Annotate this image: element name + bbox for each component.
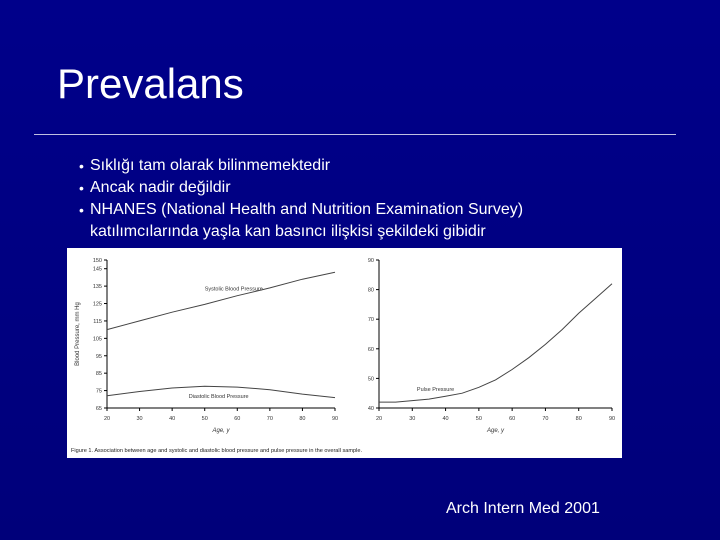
y-tick-label: 125 (93, 302, 102, 308)
x-tick-label: 90 (332, 416, 338, 422)
y-tick-label: 60 (368, 347, 374, 353)
x-tick-label: 70 (542, 416, 548, 422)
bullet-item: • Sıklığı tam olarak bilinmemektedir (76, 155, 676, 177)
slide-title: Prevalans (57, 60, 244, 107)
bullet-text: NHANES (National Health and Nutrition Ex… (90, 201, 524, 218)
y-tick-label: 145 (93, 267, 102, 273)
x-tick-label: 90 (609, 416, 615, 422)
bullet-list: • Sıklığı tam olarak bilinmemektedir • A… (76, 155, 676, 243)
y-tick-label: 75 (96, 389, 102, 395)
bullet-dot: • (79, 180, 84, 196)
x-tick-label: 70 (267, 416, 273, 422)
series-label: Pulse Pressure (417, 387, 454, 393)
y-tick-label: 95 (96, 354, 102, 360)
y-tick-label: 105 (93, 336, 102, 342)
figure-caption: Figure 1. Association between age and sy… (71, 448, 362, 454)
bullet-item: • NHANES (National Health and Nutrition … (76, 199, 676, 221)
y-tick-label: 65 (96, 406, 102, 412)
x-tick-label: 30 (137, 416, 143, 422)
series-line (106, 271, 336, 331)
bullet-dot: • (79, 202, 84, 218)
series-line (379, 283, 613, 403)
y-tick-label: 80 (368, 288, 374, 294)
x-tick-label: 60 (234, 416, 240, 422)
series-line (106, 385, 336, 399)
x-tick-label: 50 (202, 416, 208, 422)
bullet-continuation: katılımcılarında yaşla kan basıncı ilişk… (90, 223, 486, 240)
citation: Arch Intern Med 2001 (446, 500, 600, 517)
bullet-text: Sıklığı tam olarak bilinmemektedir (90, 157, 331, 174)
y-tick-label: 135 (93, 284, 102, 290)
y-tick-label: 50 (368, 376, 374, 382)
bullet-dot: • (79, 158, 84, 174)
x-axis-label: Age, y (211, 428, 230, 434)
y-axis-label: Blood Pressure, mm Hg (75, 302, 81, 366)
x-tick-label: 80 (576, 416, 582, 422)
y-tick-label: 85 (96, 371, 102, 377)
y-tick-label: 115 (93, 319, 102, 325)
x-tick-label: 40 (443, 416, 449, 422)
series-label: Systolic Blood Pressure (205, 286, 263, 292)
x-tick-label: 30 (409, 416, 415, 422)
x-tick-label: 50 (476, 416, 482, 422)
y-tick-label: 70 (368, 317, 374, 323)
figure-image: 65 75 85 95 105 115 125 135 145 150 20 30 40 50 60 70 80… (67, 248, 622, 458)
bullet-text: Ancak nadir değildir (90, 179, 231, 196)
y-tick-label: 90 (368, 258, 374, 264)
x-tick-label: 60 (509, 416, 515, 422)
x-tick-label: 40 (169, 416, 175, 422)
x-axis-label: Age, y (486, 428, 505, 434)
title-divider (34, 134, 676, 135)
figure-chart: 65 75 85 95 105 115 125 135 145 150 20 30 40 50 60 70 80… (71, 258, 615, 454)
y-tick-label: 150 (93, 258, 102, 264)
bullet-item: • Ancak nadir değildir (76, 177, 676, 199)
x-tick-label: 20 (376, 416, 382, 422)
series-label: Diastolic Blood Pressure (189, 394, 249, 400)
x-tick-label: 80 (299, 416, 305, 422)
x-tick-label: 20 (104, 416, 110, 422)
y-tick-label: 40 (368, 406, 374, 412)
